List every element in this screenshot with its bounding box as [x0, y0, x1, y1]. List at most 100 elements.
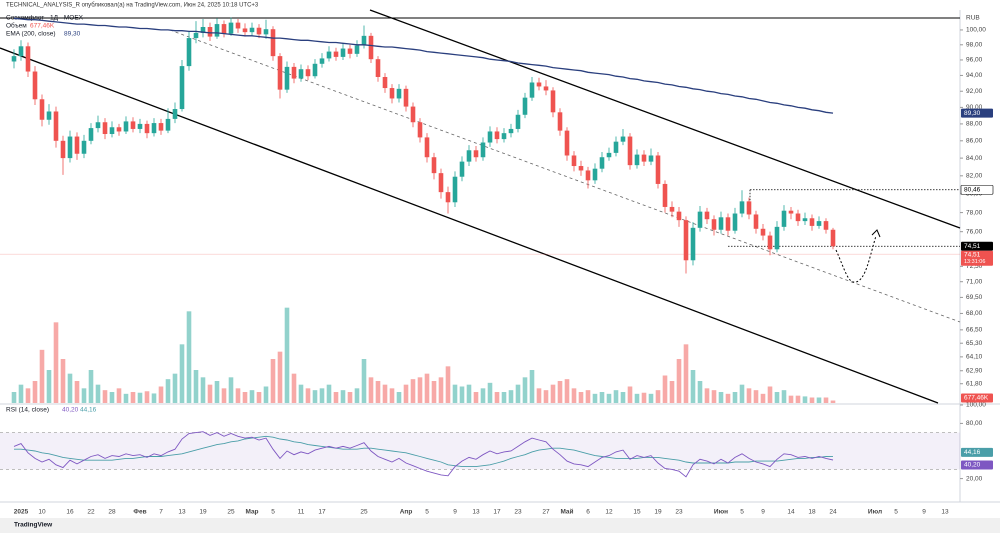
candle-body — [319, 58, 325, 64]
volume-bar — [732, 392, 738, 403]
y-tick-label: 78,00 — [966, 209, 983, 216]
candle-body — [53, 111, 59, 141]
x-tick-label: 23 — [514, 509, 522, 516]
candle-body — [88, 128, 94, 141]
volume-bar — [18, 384, 24, 403]
volume-bar — [123, 393, 129, 403]
volume-bar — [39, 349, 45, 403]
candle-body — [25, 46, 31, 72]
candle-body — [249, 27, 255, 33]
x-tick-label: 28 — [108, 509, 116, 516]
x-tick-label: 19 — [199, 509, 207, 516]
rsi-tick-label: 20,00 — [966, 475, 983, 482]
candle-body — [809, 218, 815, 226]
candle-body — [536, 82, 542, 87]
candle-body — [95, 122, 101, 129]
candle-body — [270, 29, 276, 57]
candle-body — [410, 106, 416, 123]
volume-legend: Объем — [6, 22, 27, 30]
x-tick-label: 25 — [227, 509, 235, 516]
volume-bar — [599, 392, 605, 403]
volume-bar — [25, 388, 31, 403]
candle-body — [361, 35, 367, 46]
volume-bar — [165, 379, 171, 403]
volume-bar — [179, 344, 185, 403]
candle-body — [473, 150, 479, 158]
candle-body — [718, 217, 724, 230]
countdown: 13:31:06 — [964, 259, 985, 265]
volume-bar — [613, 390, 619, 403]
candle-body — [256, 27, 262, 35]
candle-body — [263, 29, 269, 35]
volume-bar — [11, 392, 17, 403]
volume-bar — [424, 373, 430, 403]
candle-body — [760, 228, 766, 236]
rsi-ma-tag-bg — [961, 447, 993, 457]
volume-tag-bg — [961, 393, 993, 403]
y-tick-label: 90,00 — [966, 104, 983, 111]
y-tick-label: 100,00 — [966, 27, 986, 34]
candle-body — [417, 122, 423, 138]
volume-bar — [389, 388, 395, 403]
volume-bar — [81, 388, 87, 403]
volume-bar — [130, 392, 136, 403]
volume-bar — [543, 390, 549, 403]
volume-bar — [116, 388, 122, 403]
candle-body — [277, 56, 283, 90]
candle-body — [242, 28, 248, 33]
volume-bar — [725, 393, 731, 403]
rsi-ma-legend-value: 44,16 — [80, 407, 97, 414]
volume-bar — [221, 388, 227, 403]
volume-bar — [109, 392, 115, 403]
volume-bar — [74, 381, 80, 403]
x-tick-label: 6 — [586, 509, 590, 516]
volume-bar — [522, 377, 528, 403]
x-tick-label: 17 — [493, 509, 501, 516]
volume-bar — [200, 377, 206, 403]
volume-bar — [256, 392, 262, 403]
candle-body — [431, 157, 437, 174]
volume-bar — [704, 388, 710, 403]
x-tick-label: 13 — [472, 509, 480, 516]
volume-bar — [305, 388, 311, 403]
volume-bar — [501, 392, 507, 403]
volume-bar — [60, 359, 66, 403]
volume-bar — [410, 379, 416, 403]
volume-bar — [32, 381, 38, 403]
rsi-band — [0, 432, 960, 470]
candle-body — [200, 27, 206, 33]
volume-bar — [67, 373, 73, 403]
volume-bar — [767, 386, 773, 403]
y-tick-label: 64,10 — [966, 354, 983, 361]
volume-bar — [739, 384, 745, 403]
x-tick-label: 11 — [298, 509, 305, 516]
rsi-ma-line — [14, 435, 834, 468]
candle-body — [368, 35, 374, 60]
candle-body — [620, 136, 626, 142]
candle-body — [634, 154, 640, 166]
volume-bar — [669, 381, 675, 403]
candle-body — [438, 173, 444, 193]
candle-body — [753, 214, 759, 229]
candle-body — [18, 46, 24, 57]
candle-body — [109, 127, 115, 135]
candle-body — [354, 45, 360, 54]
candle-body — [571, 155, 577, 167]
brand: TradingView — [14, 522, 53, 529]
volume-bar — [697, 381, 703, 403]
volume-bar — [676, 359, 682, 403]
volume-bar — [480, 388, 486, 403]
volume-bar — [536, 388, 542, 403]
x-tick-label: 24 — [829, 509, 837, 516]
volume-bar — [417, 377, 423, 403]
y-tick-label: 96,00 — [966, 57, 983, 64]
y-tick-label: 66,50 — [966, 327, 983, 334]
candle-body — [375, 59, 381, 77]
candle-body — [823, 221, 829, 230]
candle-body — [298, 69, 304, 79]
volume-bar — [760, 393, 766, 403]
volume-bar — [795, 395, 801, 403]
volume-bar — [431, 381, 437, 403]
volume-bar — [186, 311, 192, 403]
volume-bar — [340, 390, 346, 403]
